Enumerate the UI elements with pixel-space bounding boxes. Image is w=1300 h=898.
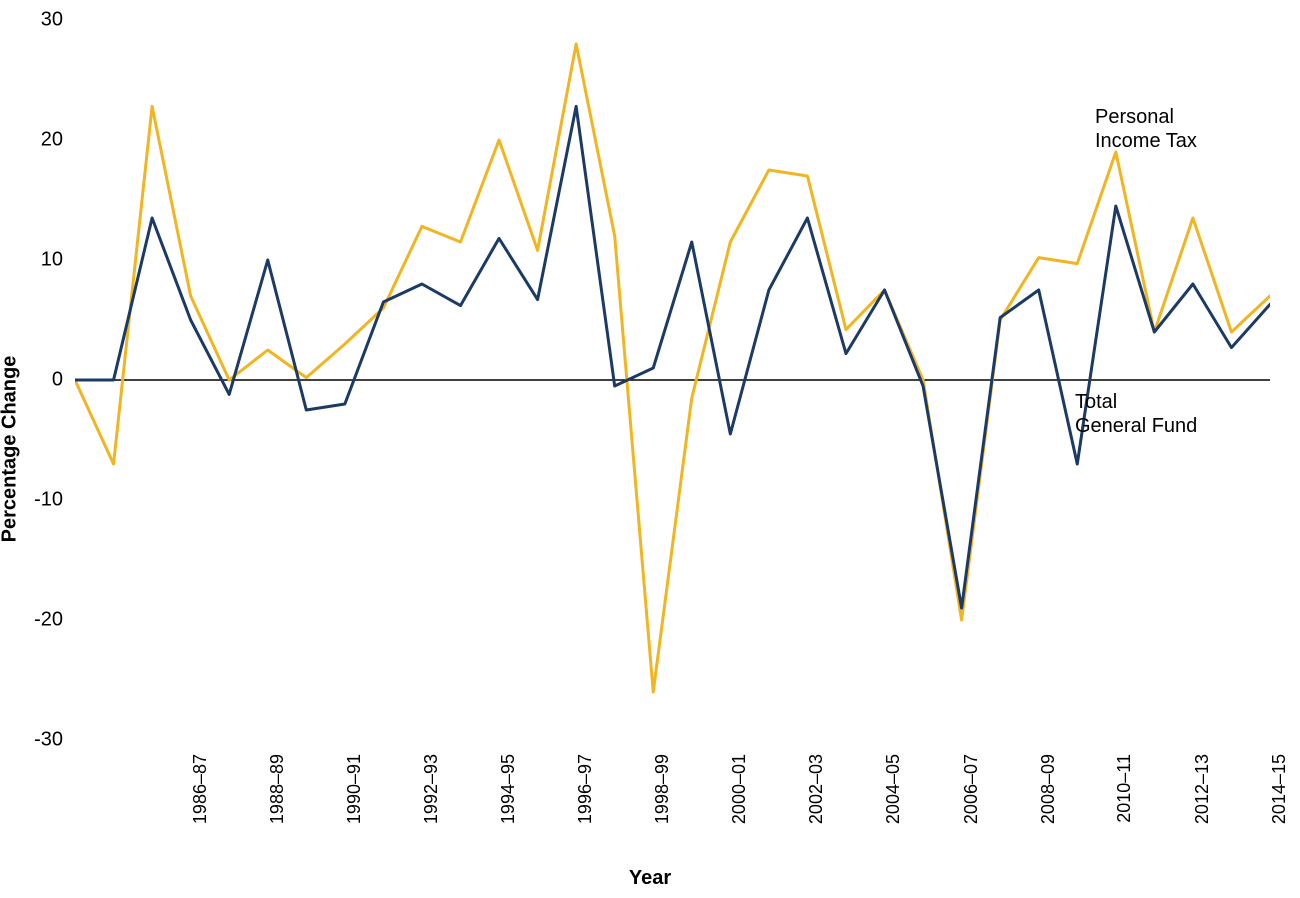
x-tick-label: 2006–07 xyxy=(961,754,982,824)
x-tick-label: 1990–91 xyxy=(344,754,365,824)
y-tick-label: 20 xyxy=(0,129,63,152)
x-tick-label: 1986–87 xyxy=(190,754,211,824)
y-tick-label: 0 xyxy=(0,369,63,392)
x-tick-label: 1992–93 xyxy=(421,754,442,824)
series-line-total_general_fund xyxy=(75,106,1270,608)
x-tick-label: 2010–11 xyxy=(1113,754,1134,823)
x-tick-label: 1998–99 xyxy=(652,754,673,824)
chart-container: Percentage Change Year -30-20-100102030 … xyxy=(0,0,1300,898)
x-tick-label: 2014–15 xyxy=(1269,754,1290,824)
y-tick-label: 10 xyxy=(0,249,63,272)
y-tick-label: -10 xyxy=(0,489,63,512)
y-tick-label: -20 xyxy=(0,609,63,632)
x-tick-label: 1996–97 xyxy=(575,754,596,824)
x-tick-label: 2004–05 xyxy=(883,754,904,824)
x-tick-label: 1994–95 xyxy=(498,754,519,824)
y-tick-label: 30 xyxy=(0,9,63,32)
plot-svg xyxy=(75,20,1270,740)
plot-area xyxy=(75,20,1270,740)
x-tick-label: 2008–09 xyxy=(1038,754,1059,824)
x-tick-label: 2012–13 xyxy=(1192,754,1213,824)
series-label-total-general-fund: TotalGeneral Fund xyxy=(1075,390,1197,438)
x-axis-title: Year xyxy=(629,867,671,890)
series-label-personal-income-tax: PersonalIncome Tax xyxy=(1095,105,1197,153)
x-tick-label: 1988–89 xyxy=(267,754,288,824)
x-tick-label: 2002–03 xyxy=(806,754,827,824)
y-tick-label: -30 xyxy=(0,729,63,752)
x-tick-label: 2000–01 xyxy=(729,754,750,824)
